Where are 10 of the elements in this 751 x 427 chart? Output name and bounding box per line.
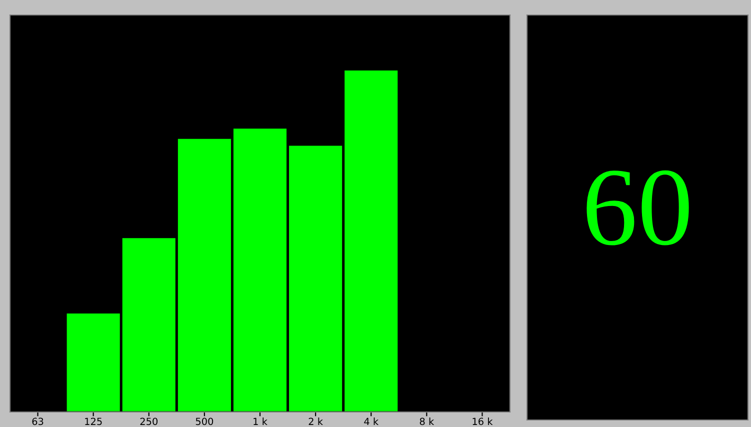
x-tick-label: 500: [196, 418, 214, 426]
x-tick-label: 2 k: [308, 418, 323, 425]
x-tick-label: 250: [140, 418, 158, 426]
x-tick-label: 1 k: [254, 418, 268, 425]
x-tick-label: 63: [32, 418, 44, 426]
x-tick-label: 125: [85, 418, 102, 426]
text: 60: [586, 170, 689, 246]
x-tick-label: 16 k: [472, 418, 493, 426]
x-tick-label: 8 k: [420, 418, 434, 426]
x-tick-label: 4 k: [364, 418, 379, 425]
